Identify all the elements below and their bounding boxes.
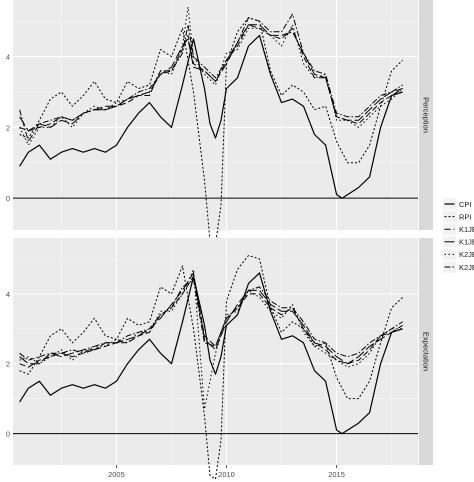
panel-background: [13, 0, 418, 230]
panels-layer: 0 2 4 Perception 0 2 4 Expectation: [6, 0, 433, 480]
x-tick-label: 2005: [108, 470, 125, 479]
legend-item-rpi: RPI: [443, 211, 472, 223]
y-tick-label: 0: [6, 430, 10, 439]
series-line-cpi: [19, 272, 403, 435]
y-tick-label: 2: [6, 360, 10, 369]
series-line-cpi: [19, 34, 403, 199]
y-tick-label: 4: [6, 53, 10, 62]
series-line-k2je: [19, 6, 403, 146]
series-line-k2je: [19, 279, 403, 361]
legend-label: K1JE: [459, 238, 474, 247]
legend-label: K1JE: [459, 225, 474, 234]
series-line-k2je: [19, 268, 403, 410]
legend-item-k1je: K1JE: [443, 236, 474, 248]
facet-strip: [419, 0, 433, 230]
panel-expectation: 0 2 4 Expectation: [6, 238, 433, 480]
facet-strip: [419, 238, 433, 465]
legend-label: CPI: [459, 200, 472, 209]
legend-item-k2je: K2JE: [443, 261, 474, 273]
y-tick-label: 0: [6, 194, 10, 203]
x-tick-label: 2010: [218, 470, 235, 479]
y-tick-label: 2: [6, 123, 10, 132]
x-axis: 2005 2010 2015: [108, 465, 345, 479]
facet-strip-label: Perception: [422, 97, 431, 133]
series-line-k1je: [19, 275, 403, 368]
series-line-k2je: [19, 13, 403, 142]
legend-item-k2je: K2JE: [443, 248, 474, 260]
facet-strip-label: Expectation: [422, 332, 431, 371]
legend-label: K2JE: [459, 250, 474, 259]
legend: CPI RPI K1JE K1JE K2JE K2JE: [443, 198, 474, 273]
x-tick-label: 2015: [328, 470, 345, 479]
legend-item-k1je: K1JE: [443, 223, 474, 235]
legend-label: RPI: [459, 212, 472, 221]
legend-item-cpi: CPI: [443, 198, 472, 210]
legend-label: K2JE: [459, 263, 474, 272]
y-tick-label: 4: [6, 290, 10, 299]
panel-perception: 0 2 4 Perception: [6, 0, 433, 245]
series-line-rpi: [19, 255, 403, 480]
